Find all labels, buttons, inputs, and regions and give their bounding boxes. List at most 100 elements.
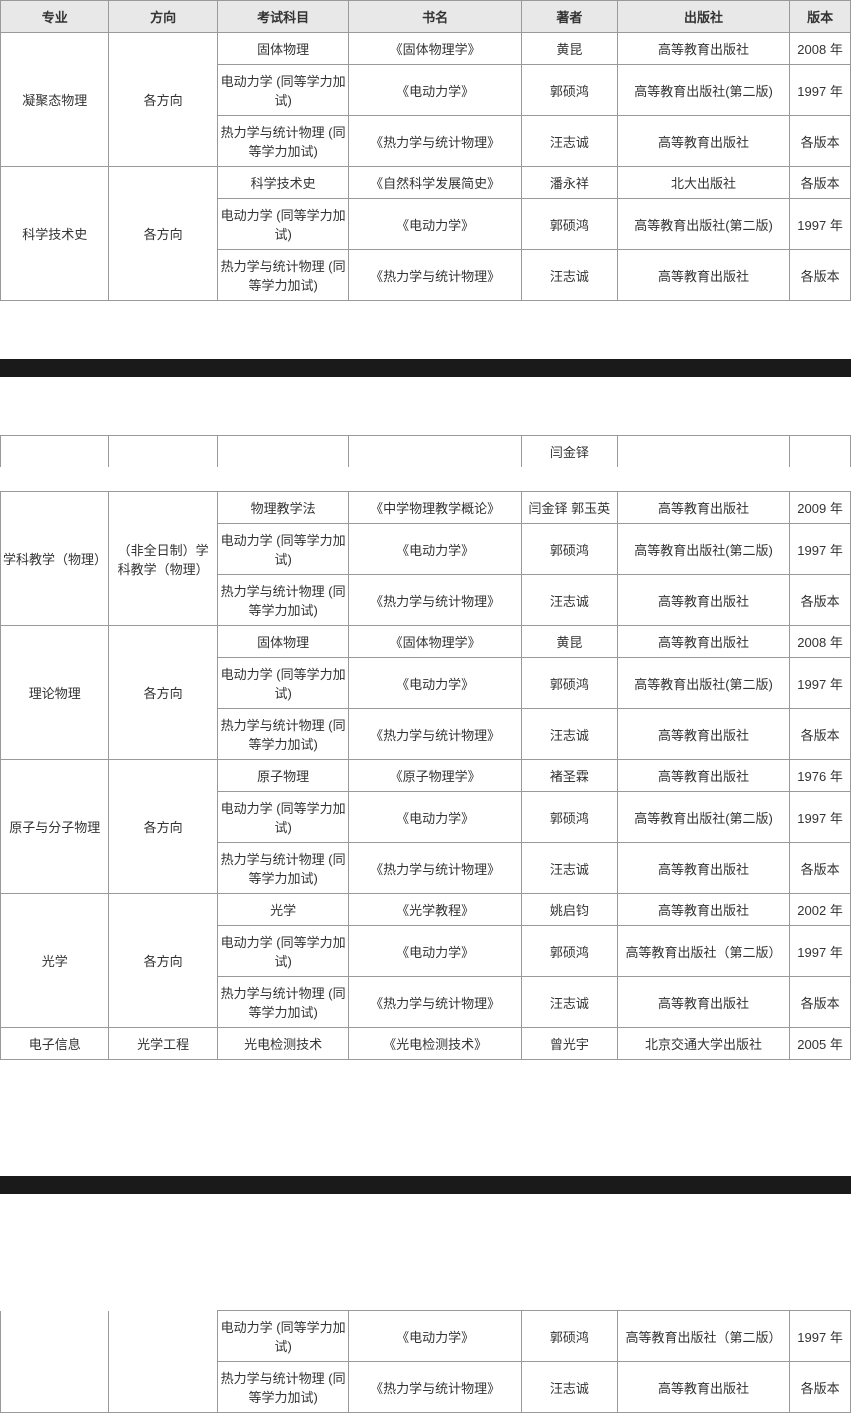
- cell-publisher: 高等教育出版社: [617, 843, 789, 894]
- cell-subject: 光学: [217, 894, 349, 926]
- cell-book: 《热力学与统计物理》: [349, 116, 521, 167]
- cell-author: 汪志诚: [521, 843, 617, 894]
- cell-major[interactable]: 理论物理: [1, 626, 109, 760]
- table-row: 科学技术史各方向科学技术史《自然科学发展简史》潘永祥北大出版社各版本: [1, 167, 851, 199]
- cell-book: 《热力学与统计物理》: [349, 843, 521, 894]
- cell-publisher: 高等教育出版社: [617, 575, 789, 626]
- cell-book: 《电动力学》: [349, 65, 521, 116]
- cell-direction: （非全日制）学科教学（物理）: [109, 492, 217, 626]
- cell-author: 褚圣霖: [521, 760, 617, 792]
- cell-edition: 1997 年: [790, 658, 851, 709]
- cell-author: 汪志诚: [521, 116, 617, 167]
- top-table: 专业 方向 考试科目 书名 著者 出版社 版本 凝聚态物理各方向固体物理《固体物…: [0, 0, 851, 301]
- bottom-partial-table: 电动力学 (同等学力加试)《电动力学》郭硕鸿高等教育出版社（第二版）1997 年…: [0, 1310, 851, 1413]
- cell-edition: 2005 年: [790, 1028, 851, 1060]
- cell-major[interactable]: 科学技术史: [1, 167, 109, 301]
- cell-publisher: 高等教育出版社: [617, 709, 789, 760]
- cell-edition: 各版本: [790, 250, 851, 301]
- cell-book: 《电动力学》: [349, 199, 521, 250]
- peek-book: [349, 436, 521, 468]
- table-row: 凝聚态物理各方向固体物理《固体物理学》黄昆高等教育出版社2008 年: [1, 33, 851, 65]
- cell-author: 郭硕鸿: [521, 524, 617, 575]
- table-row: 电动力学 (同等学力加试)《电动力学》郭硕鸿高等教育出版社（第二版）1997 年: [1, 1311, 851, 1362]
- cell-author: 汪志诚: [521, 250, 617, 301]
- peek-subject: [217, 436, 349, 468]
- cell-publisher: 高等教育出版社（第二版）: [617, 926, 789, 977]
- cell-book: 《固体物理学》: [349, 33, 521, 65]
- cell-subject: 电动力学 (同等学力加试): [217, 1311, 349, 1362]
- cell-book: 《热力学与统计物理》: [349, 1362, 521, 1413]
- cell-publisher: 高等教育出版社（第二版）: [617, 1311, 789, 1362]
- cell-subject: 物理教学法: [217, 492, 349, 524]
- cell-book: 《电动力学》: [349, 792, 521, 843]
- cell-edition: 1997 年: [790, 926, 851, 977]
- cell-publisher: 高等教育出版社: [617, 626, 789, 658]
- cell-publisher: 高等教育出版社: [617, 1362, 789, 1413]
- th-book: 书名: [349, 1, 521, 33]
- cell-publisher: 高等教育出版社(第二版): [617, 65, 789, 116]
- cell-edition: 1997 年: [790, 199, 851, 250]
- cell-major[interactable]: 凝聚态物理: [1, 33, 109, 167]
- cell-subject: 热力学与统计物理 (同等学力加试): [217, 1362, 349, 1413]
- cell-book: 《光学教程》: [349, 894, 521, 926]
- cell-book: 《光电检测技术》: [349, 1028, 521, 1060]
- cell-book: 《热力学与统计物理》: [349, 575, 521, 626]
- cell-subject: 热力学与统计物理 (同等学力加试): [217, 250, 349, 301]
- cell-edition: 1997 年: [790, 65, 851, 116]
- partial-peek-row: 闫金铎: [1, 436, 851, 468]
- cell-major[interactable]: 电子信息: [1, 1028, 109, 1060]
- cell-major: [1, 1311, 109, 1413]
- cell-edition: 1997 年: [790, 524, 851, 575]
- th-edition: 版本: [790, 1, 851, 33]
- cell-edition: 1997 年: [790, 1311, 851, 1362]
- cell-subject: 科学技术史: [217, 167, 349, 199]
- cell-publisher: 高等教育出版社(第二版): [617, 792, 789, 843]
- cell-book: 《电动力学》: [349, 926, 521, 977]
- peek-publisher: [617, 436, 789, 468]
- cell-major[interactable]: 学科教学（物理）: [1, 492, 109, 626]
- cell-edition: 各版本: [790, 709, 851, 760]
- cell-subject: 光电检测技术: [217, 1028, 349, 1060]
- cell-edition: 1997 年: [790, 792, 851, 843]
- cell-direction: 光学工程: [109, 1028, 217, 1060]
- gap: [0, 467, 851, 491]
- cell-subject: 电动力学 (同等学力加试): [217, 199, 349, 250]
- cell-book: 《热力学与统计物理》: [349, 977, 521, 1028]
- table-row: 电子信息光学工程光电检测技术《光电检测技术》曾光宇北京交通大学出版社2005 年: [1, 1028, 851, 1060]
- cell-subject: 热力学与统计物理 (同等学力加试): [217, 709, 349, 760]
- cell-book: 《原子物理学》: [349, 760, 521, 792]
- cell-edition: 各版本: [790, 1362, 851, 1413]
- cell-book: 《电动力学》: [349, 1311, 521, 1362]
- table-row: 理论物理各方向固体物理《固体物理学》黄昆高等教育出版社2008 年: [1, 626, 851, 658]
- cell-direction: 各方向: [109, 760, 217, 894]
- cell-author: 汪志诚: [521, 1362, 617, 1413]
- th-direction: 方向: [109, 1, 217, 33]
- cell-book: 《自然科学发展简史》: [349, 167, 521, 199]
- cell-subject: 热力学与统计物理 (同等学力加试): [217, 843, 349, 894]
- cell-major[interactable]: 原子与分子物理: [1, 760, 109, 894]
- cell-publisher: 高等教育出版社(第二版): [617, 199, 789, 250]
- peek-major: [1, 436, 109, 468]
- cell-publisher: 高等教育出版社(第二版): [617, 658, 789, 709]
- cell-publisher: 高等教育出版社(第二版): [617, 524, 789, 575]
- cell-author: 黄昆: [521, 626, 617, 658]
- cell-book: 《中学物理教学概论》: [349, 492, 521, 524]
- cell-author: 汪志诚: [521, 977, 617, 1028]
- th-major: 专业: [1, 1, 109, 33]
- peek-edition: [790, 436, 851, 468]
- cell-edition: 各版本: [790, 843, 851, 894]
- cell-edition: 各版本: [790, 977, 851, 1028]
- cell-direction: 各方向: [109, 167, 217, 301]
- cell-subject: 热力学与统计物理 (同等学力加试): [217, 116, 349, 167]
- cell-edition: 2002 年: [790, 894, 851, 926]
- cell-major[interactable]: 光学: [1, 894, 109, 1028]
- table-row: 原子与分子物理各方向原子物理《原子物理学》褚圣霖高等教育出版社1976 年: [1, 760, 851, 792]
- cell-subject: 电动力学 (同等学力加试): [217, 792, 349, 843]
- peek-author: 闫金铎: [521, 436, 617, 468]
- th-author: 著者: [521, 1, 617, 33]
- cell-author: 闫金铎 郭玉英: [521, 492, 617, 524]
- cell-publisher: 高等教育出版社: [617, 492, 789, 524]
- gap: [0, 1060, 851, 1118]
- cell-author: 汪志诚: [521, 709, 617, 760]
- cell-publisher: 高等教育出版社: [617, 760, 789, 792]
